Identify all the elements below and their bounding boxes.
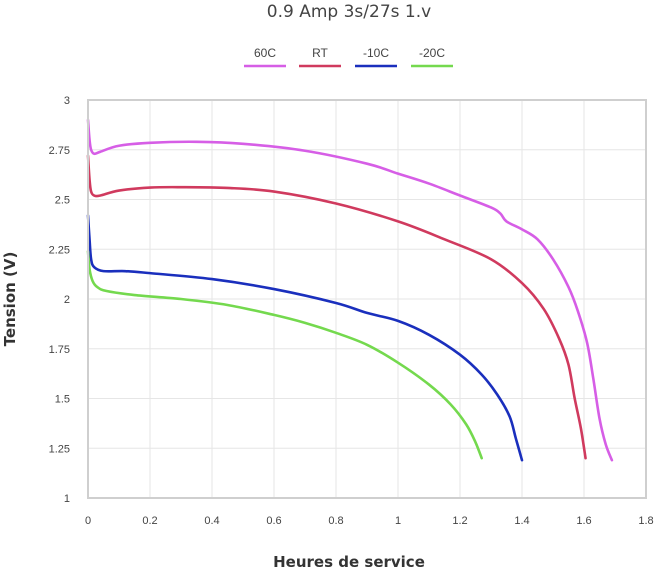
y-tick-label: 1.25 [49,443,70,455]
series-line-rt [86,154,587,460]
y-tick-label: 1 [64,493,70,505]
legend-label: RT [312,46,328,60]
x-tick-label: 0.8 [328,515,343,527]
grid [88,100,646,498]
legend: 60C RT -10C -20C [244,46,453,68]
x-axis-ticks: 0 0.2 0.4 0.6 0.8 1 1.2 1.4 1.6 1.8 [85,515,654,527]
y-tick-label: 2 [64,294,70,306]
y-axis-label: Tension (V) [1,252,19,347]
series-line-60c [86,118,614,462]
y-tick-label: 2.5 [55,195,70,207]
legend-label: -10C [363,46,389,60]
plot-frame [87,99,647,499]
x-tick-label: 1.8 [638,515,653,527]
y-axis-ticks: 1 1.25 1.5 1.75 2 2.25 2.5 2.75 3 [49,95,70,505]
x-tick-label: 0.2 [142,515,157,527]
x-axis-label: Heures de service [273,553,425,569]
y-tick-label: 2.25 [49,244,70,256]
y-tick-label: 3 [64,95,70,107]
x-tick-label: 0.6 [266,515,281,527]
y-tick-label: 1.75 [49,344,70,356]
x-tick-label: 0.4 [204,515,219,527]
x-tick-label: 1.6 [576,515,591,527]
legend-label: -20C [419,46,445,60]
x-tick-label: 1.4 [514,515,529,527]
series-lines [86,118,614,462]
x-tick-label: 1.2 [452,515,467,527]
y-tick-label: 1.5 [55,394,70,406]
legend-label: 60C [254,46,276,60]
y-tick-label: 2.75 [49,145,70,157]
chart-title: 0.9 Amp 3s/27s 1.v [267,2,431,22]
x-tick-label: 1 [395,515,401,527]
x-tick-label: 0 [85,515,91,527]
series-line-10c [86,214,524,462]
series-line-20c [86,249,483,460]
